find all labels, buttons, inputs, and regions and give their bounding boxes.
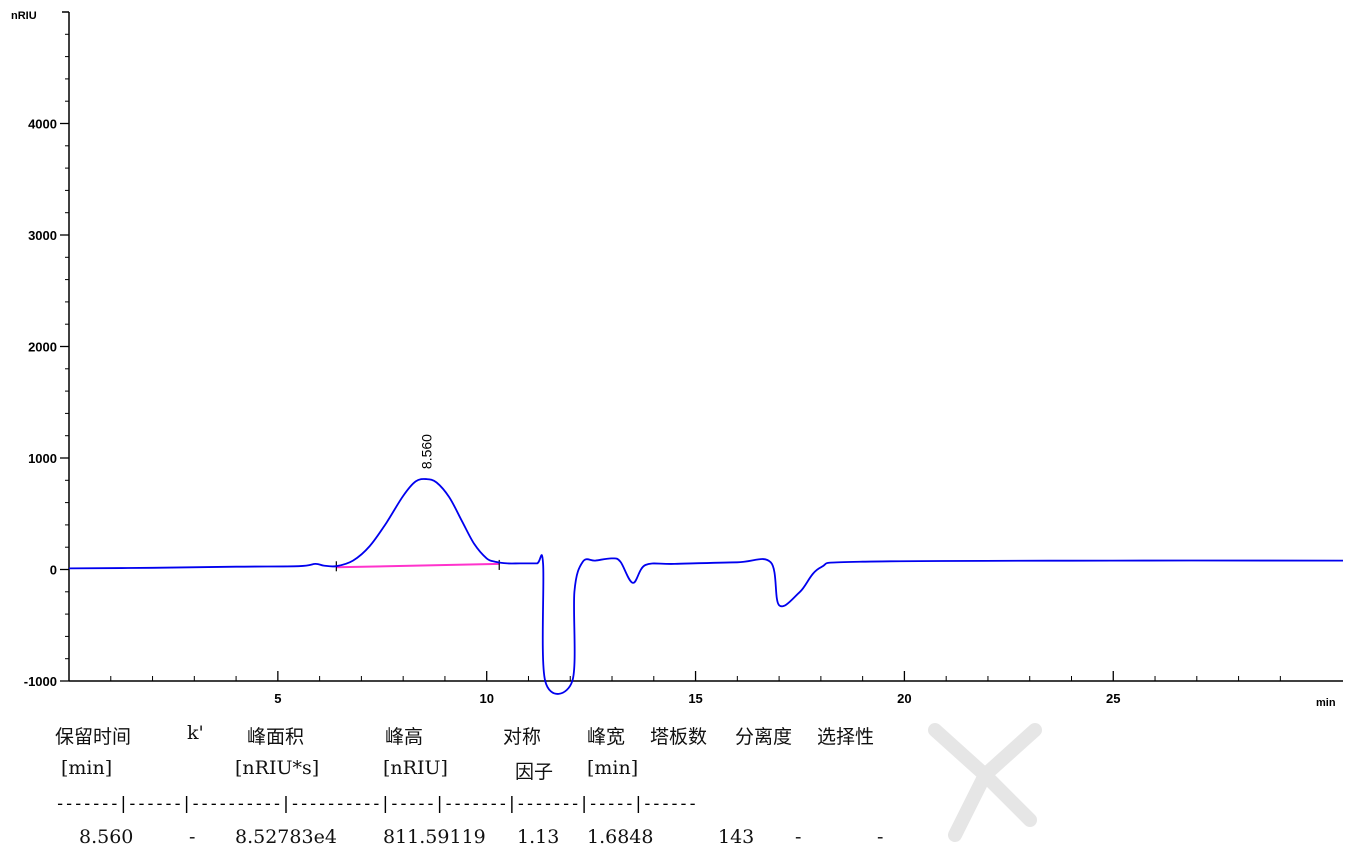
y-tick-label: 0 [50,563,57,578]
header-peak-width: 峰宽 [587,726,626,748]
y-tick-label: 3000 [28,228,57,243]
unit-retention-time: [min] [61,757,113,779]
value-peak-width: 1.6848 [587,826,654,848]
major-ticks [60,122,1114,682]
table-separator: -------|------|----------|----------|---… [55,794,698,814]
y-tick-label: 2000 [28,340,57,355]
signal-trace [68,478,1344,695]
x-axis-unit-label: min [1316,697,1336,709]
x-tick-label: 10 [479,691,493,706]
value-peak-area: 8.52783e4 [235,826,337,848]
value-plate-count: 143 [718,826,755,848]
unit-peak-width: [min] [587,757,639,779]
value-resolution: - [795,826,802,848]
unit-peak-area: [nRIU*s] [235,757,320,779]
x-tick-label: 15 [688,691,702,706]
x-tick-label: 5 [274,691,281,706]
y-axis-unit-label: nRIU [11,10,37,22]
header-retention-time: 保留时间 [55,726,132,748]
value-k-prime: - [189,826,196,848]
header-symmetry: 对称 [503,726,542,748]
header-resolution: 分离度 [735,726,793,748]
unit-peak-height: [nRIU] [383,757,448,779]
unit-symmetry: 因子 [515,761,554,783]
y-tick-label: 1000 [28,451,57,466]
value-symmetry: 1.13 [517,826,560,848]
header-peak-area: 峰面积 [247,726,305,748]
y-tick-label: 4000 [28,117,57,132]
header-peak-height: 峰高 [385,726,424,748]
header-selectivity: 选择性 [817,726,875,748]
peak-label: 8.560 [419,434,435,469]
value-retention-time: 8.560 [79,826,134,848]
minor-ticks [65,33,1281,681]
results-table: 保留时间 k' 峰面积 峰高 对称 峰宽 塔板数 分离度 选择性 [min] [… [55,718,955,854]
axes [62,11,1343,682]
value-selectivity: - [877,826,884,848]
x-tick-label: 25 [1106,691,1120,706]
watermark-logo [928,723,1042,842]
chromatogram-chart: 5 10 15 20 25 -1000 0 1000 2000 3000 4000 nRIU min… [11,10,1344,709]
header-plate-count: 塔板数 [650,726,708,748]
integration-baseline [336,562,500,569]
tick-labels: 5 10 15 20 25 -1000 0 1000 2000 3000 4000 [24,117,1121,707]
y-tick-label: -1000 [24,674,57,689]
x-tick-label: 20 [897,691,911,706]
header-k-prime: k' [187,722,204,744]
value-peak-height: 811.59119 [383,826,486,848]
